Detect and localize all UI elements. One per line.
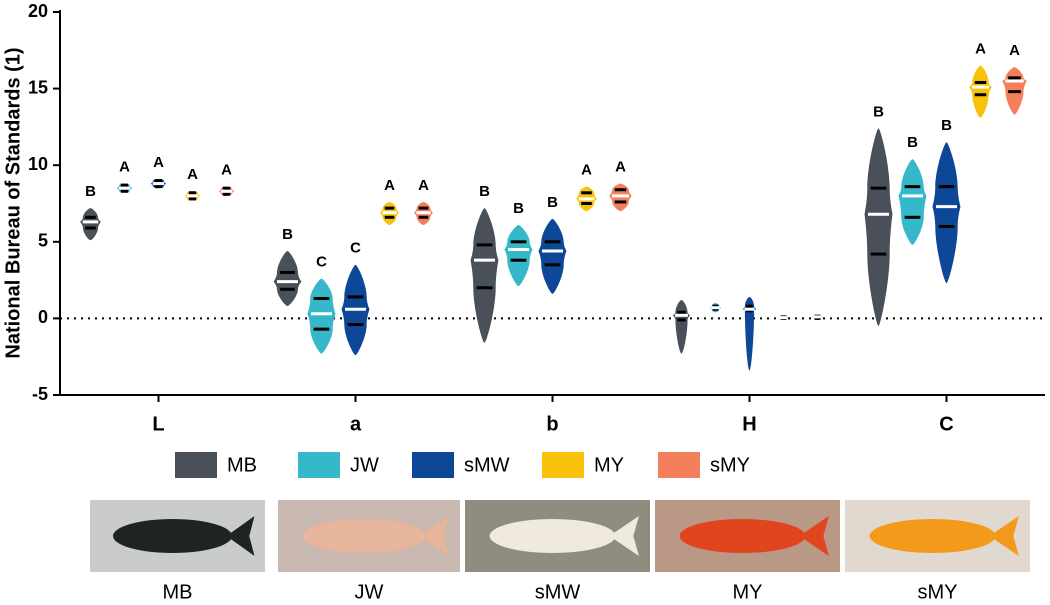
violin-body <box>864 128 893 327</box>
x-tick-label: b <box>546 413 558 435</box>
fish <box>679 519 806 553</box>
y-tick-label: -5 <box>32 384 48 404</box>
significance-letter: B <box>479 183 490 200</box>
legend-label: MY <box>594 454 624 476</box>
violin-body <box>504 224 533 287</box>
y-axis-label: National Bureau of Standards (1) <box>2 47 24 358</box>
significance-letter: A <box>221 162 232 179</box>
fish-tail <box>419 516 450 556</box>
significance-letter: B <box>907 134 918 151</box>
fish <box>489 519 616 553</box>
legend-label: MB <box>227 454 257 476</box>
legend-swatch <box>412 452 454 478</box>
photo-caption: MB <box>163 581 193 603</box>
significance-letter: B <box>941 117 952 134</box>
significance-letter: A <box>119 159 130 176</box>
photo-caption: sMW <box>535 581 581 603</box>
fish <box>302 519 426 553</box>
significance-letter: A <box>975 41 986 58</box>
legend-swatch <box>175 452 217 478</box>
legend-label: JW <box>350 454 379 476</box>
significance-letter: A <box>615 159 626 176</box>
significance-letter: B <box>85 183 96 200</box>
violin-body <box>742 296 757 371</box>
y-tick-label: 10 <box>28 154 48 174</box>
y-tick-label: 5 <box>38 231 48 251</box>
violin-body <box>307 278 336 354</box>
significance-letter: A <box>187 166 198 183</box>
violin-body <box>538 218 567 294</box>
x-tick-label: a <box>350 413 362 435</box>
fish-tail <box>609 516 639 556</box>
significance-letter: A <box>384 177 395 194</box>
violin-body <box>672 300 691 354</box>
significance-letter: B <box>873 103 884 120</box>
photo-caption: MY <box>733 581 763 603</box>
legend-swatch <box>658 452 700 478</box>
significance-letter: B <box>513 200 524 217</box>
fish <box>113 519 232 553</box>
y-tick-label: 15 <box>28 77 48 97</box>
legend-label: sMY <box>710 454 750 476</box>
violin-body <box>80 208 101 241</box>
fish <box>869 519 996 553</box>
photo-caption: JW <box>355 581 384 603</box>
x-tick-label: C <box>939 413 953 435</box>
violin-body <box>898 159 927 245</box>
significance-letter: A <box>153 154 164 171</box>
significance-letter: B <box>547 194 558 211</box>
violin-body <box>932 142 961 284</box>
photo-caption: sMY <box>918 581 958 603</box>
violin-body <box>273 250 302 307</box>
significance-letter: A <box>418 177 429 194</box>
violin-body <box>470 208 499 343</box>
significance-letter: A <box>581 162 592 179</box>
significance-letter: A <box>1009 42 1020 59</box>
x-tick-label: L <box>152 413 164 435</box>
violin-body <box>609 183 632 212</box>
significance-letter: C <box>350 240 361 257</box>
fish-tail <box>799 516 829 556</box>
violin-body <box>969 65 992 118</box>
x-tick-label: H <box>742 413 756 435</box>
significance-letter: B <box>282 226 293 243</box>
legend-swatch <box>542 452 584 478</box>
fish-tail <box>226 516 255 556</box>
legend-swatch <box>298 452 340 478</box>
legend-label: sMW <box>464 454 510 476</box>
fish-tail <box>989 516 1019 556</box>
y-tick-label: 0 <box>38 307 48 327</box>
significance-letter: C <box>316 254 327 271</box>
y-tick-label: 20 <box>28 1 48 21</box>
